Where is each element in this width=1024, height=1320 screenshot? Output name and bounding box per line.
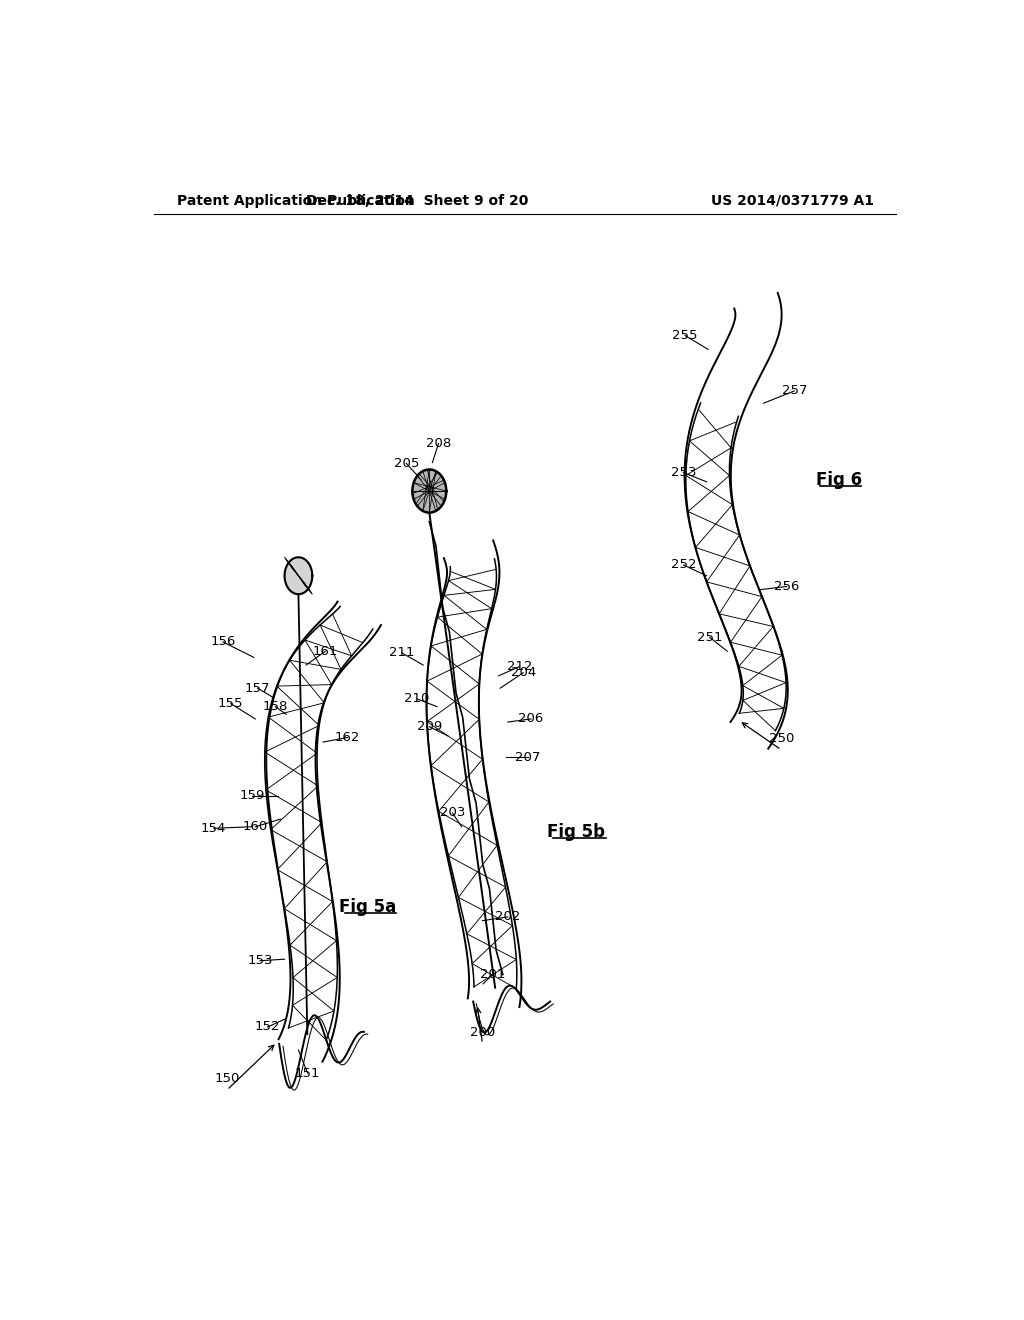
Text: 252: 252 — [671, 558, 696, 572]
Text: 210: 210 — [404, 693, 430, 705]
Text: 256: 256 — [774, 579, 800, 593]
Text: 202: 202 — [496, 911, 520, 924]
Polygon shape — [285, 557, 312, 594]
Text: 253: 253 — [671, 466, 696, 479]
Text: 209: 209 — [417, 721, 442, 733]
Text: US 2014/0371779 A1: US 2014/0371779 A1 — [711, 194, 873, 207]
Text: 207: 207 — [515, 751, 541, 764]
Text: 158: 158 — [262, 700, 288, 713]
Text: 255: 255 — [672, 329, 697, 342]
Text: 211: 211 — [389, 647, 415, 659]
Text: 155: 155 — [218, 697, 244, 710]
Text: 208: 208 — [426, 437, 452, 450]
Text: 203: 203 — [439, 807, 465, 820]
Text: 159: 159 — [240, 789, 265, 803]
Text: 151: 151 — [295, 1067, 321, 1080]
Text: 251: 251 — [697, 631, 722, 644]
Text: 212: 212 — [507, 660, 532, 673]
Text: 250: 250 — [769, 731, 794, 744]
Text: 156: 156 — [210, 635, 236, 648]
Text: 257: 257 — [781, 384, 807, 397]
Text: Fig 5b: Fig 5b — [547, 824, 604, 841]
Text: 162: 162 — [335, 731, 360, 744]
Text: 150: 150 — [214, 1072, 240, 1085]
Text: Fig 5a: Fig 5a — [339, 898, 396, 916]
Text: 201: 201 — [480, 968, 505, 981]
Text: 206: 206 — [518, 713, 544, 726]
Text: 153: 153 — [247, 954, 272, 968]
Text: 204: 204 — [511, 667, 536, 680]
Text: 205: 205 — [393, 457, 419, 470]
Text: 154: 154 — [201, 822, 226, 834]
Text: Dec. 18, 2014  Sheet 9 of 20: Dec. 18, 2014 Sheet 9 of 20 — [306, 194, 528, 207]
Text: 160: 160 — [243, 820, 268, 833]
Text: 157: 157 — [245, 681, 270, 694]
Text: 161: 161 — [312, 644, 338, 657]
Text: 152: 152 — [255, 1020, 281, 1034]
Text: Patent Application Publication: Patent Application Publication — [177, 194, 415, 207]
Text: Fig 6: Fig 6 — [816, 471, 862, 490]
Polygon shape — [413, 470, 446, 512]
Text: 200: 200 — [470, 1026, 495, 1039]
